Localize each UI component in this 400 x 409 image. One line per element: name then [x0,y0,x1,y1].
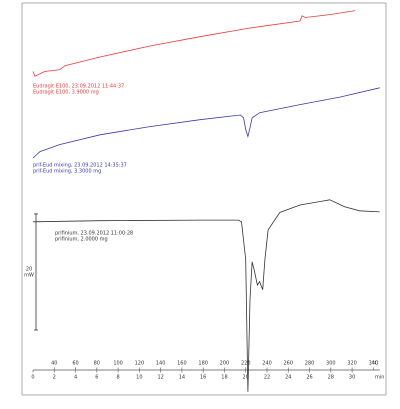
x-tick-label: 8 [116,375,119,381]
curve-info: Eudragit E100, 3.9000 mg [33,90,99,96]
x2-tick-label: 80 [94,361,100,367]
x2-tick-label: 200 [220,361,230,367]
curve-label: prifinium, 23.09.2012 11:00:28 [55,231,133,237]
x-tick-label: 2 [53,375,56,381]
x2-tick-label: 160 [177,361,187,367]
x-tick-label: 18 [221,375,227,381]
x2-tick-label: 140 [156,361,166,367]
x-tick-label: 4 [74,375,77,381]
scale-bar-unit: mW [24,272,34,278]
x-tick-label: 26 [306,375,312,381]
scale-bar-value: 20 [26,266,32,272]
x-tick-label: 12 [157,375,163,381]
x-tick-label: 28 [328,375,334,381]
x2-axis-label: °C [372,361,379,367]
curve-label: prif-Eud mixing, 23.09.2012 14:35:37 [33,163,127,169]
x2-tick-label: 300 [326,361,336,367]
x2-tick-label: 40 [51,361,57,367]
x2-tick-label: 320 [347,361,357,367]
x2-tick-label: 220 [241,361,251,367]
frame [21,2,387,396]
x-tick-label: 0 [31,375,34,381]
x-tick-label: 22 [264,375,270,381]
x-tick-label: 30 [349,375,355,381]
x-tick-label: 16 [200,375,206,381]
x2-tick-label: 340 [369,361,379,367]
x2-tick-label: 280 [305,361,315,367]
x-tick-label: 14 [179,375,185,381]
x2-tick-label: 100 [113,361,123,367]
x2-tick-label: 260 [283,361,293,367]
curve [32,87,380,159]
x2-tick-label: 120 [135,361,145,367]
x-tick-label: 10 [136,375,142,381]
x2-tick-label: 180 [198,361,208,367]
x2-tick-label: 240 [262,361,272,367]
curve [32,199,380,392]
curve-label: Eudragit E100, 23.09.2012 11:44:37 [33,84,124,90]
x2-tick-label: 60 [72,361,78,367]
x-axis-label: min [375,375,384,381]
curve-info: prifinium, 2.0000 mg [55,237,108,243]
x-tick-label: 24 [285,375,291,381]
x-tick-label: 6 [95,375,98,381]
curve-info: prif-Eud mixing, 3.3000 mg [33,169,101,175]
curve [32,10,356,77]
x-tick-label: 20 [243,375,249,381]
